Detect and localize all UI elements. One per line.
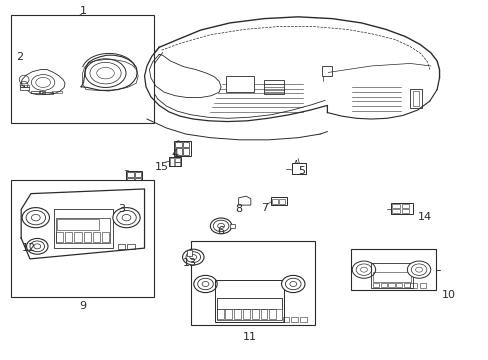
Text: 11: 11 <box>242 332 256 342</box>
Bar <box>56 232 63 242</box>
Text: 6: 6 <box>217 226 224 236</box>
Text: 4: 4 <box>171 149 179 159</box>
Bar <box>11 15 154 123</box>
Bar <box>372 283 378 287</box>
Ellipse shape <box>351 261 375 278</box>
Text: 8: 8 <box>235 204 242 215</box>
Text: 14: 14 <box>417 212 431 221</box>
Text: 15: 15 <box>154 162 168 172</box>
Text: 2: 2 <box>16 52 23 62</box>
Bar <box>42 92 53 94</box>
Polygon shape <box>238 196 250 205</box>
Bar <box>251 310 258 319</box>
Bar <box>190 241 315 325</box>
Text: 7: 7 <box>261 203 268 213</box>
Bar <box>215 280 283 321</box>
Bar <box>391 209 399 213</box>
Ellipse shape <box>193 275 217 293</box>
Text: 5: 5 <box>298 166 305 176</box>
Bar <box>135 178 141 184</box>
Bar <box>173 140 190 156</box>
Text: 9: 9 <box>79 301 86 311</box>
Bar <box>175 148 181 154</box>
Bar <box>279 199 285 204</box>
Bar <box>419 283 426 288</box>
Bar <box>65 232 72 242</box>
Bar <box>390 203 412 214</box>
Bar <box>260 310 267 319</box>
Bar <box>56 218 110 243</box>
Bar <box>372 272 410 282</box>
Bar <box>409 89 422 108</box>
Bar <box>229 224 234 228</box>
Ellipse shape <box>210 218 231 234</box>
Ellipse shape <box>113 208 140 228</box>
Bar <box>93 232 100 242</box>
Bar <box>264 80 283 94</box>
Bar <box>401 204 408 208</box>
Bar <box>39 91 44 93</box>
Bar <box>370 263 412 288</box>
Bar <box>11 180 154 297</box>
Bar <box>168 157 181 166</box>
Ellipse shape <box>407 261 430 278</box>
Bar <box>282 317 289 321</box>
Bar <box>127 244 135 249</box>
Bar <box>54 209 113 248</box>
Bar <box>243 310 249 319</box>
Bar <box>126 171 142 184</box>
Bar <box>74 232 81 242</box>
Ellipse shape <box>281 275 305 293</box>
Bar <box>395 283 402 287</box>
Bar <box>175 158 179 162</box>
Bar <box>234 310 241 319</box>
Text: 1: 1 <box>80 6 87 16</box>
Ellipse shape <box>22 208 49 228</box>
Text: 13: 13 <box>183 258 197 268</box>
Bar <box>102 232 109 242</box>
Bar <box>216 298 282 309</box>
Bar <box>20 87 29 90</box>
Text: 3: 3 <box>118 204 125 215</box>
Bar <box>127 172 134 177</box>
Bar <box>183 148 188 154</box>
Bar <box>183 142 188 147</box>
Bar <box>83 232 91 242</box>
Bar <box>409 283 416 288</box>
Bar <box>292 163 305 174</box>
Text: 10: 10 <box>441 291 455 301</box>
Bar <box>271 197 286 205</box>
Bar <box>57 220 99 230</box>
Bar <box>52 91 61 93</box>
Bar <box>169 158 174 166</box>
Bar <box>216 298 282 320</box>
Bar <box>20 85 29 87</box>
Bar <box>300 317 306 321</box>
Bar <box>216 310 223 319</box>
Bar <box>403 283 409 287</box>
Bar <box>225 76 254 92</box>
Bar <box>135 172 141 177</box>
Bar <box>272 199 278 204</box>
Bar <box>175 162 179 166</box>
Bar <box>380 283 386 287</box>
Bar <box>412 91 418 106</box>
Bar <box>350 249 435 291</box>
Bar <box>31 91 40 93</box>
Bar <box>127 178 134 184</box>
Bar <box>186 249 191 256</box>
Bar <box>269 310 276 319</box>
Ellipse shape <box>182 249 203 265</box>
Bar <box>391 204 399 208</box>
Bar <box>321 66 331 76</box>
Bar <box>118 244 125 249</box>
Bar <box>401 209 408 213</box>
Bar <box>291 317 298 321</box>
Text: 12: 12 <box>22 243 36 253</box>
Bar <box>225 310 232 319</box>
Bar <box>175 142 181 147</box>
Ellipse shape <box>26 238 48 254</box>
Bar <box>387 283 394 287</box>
